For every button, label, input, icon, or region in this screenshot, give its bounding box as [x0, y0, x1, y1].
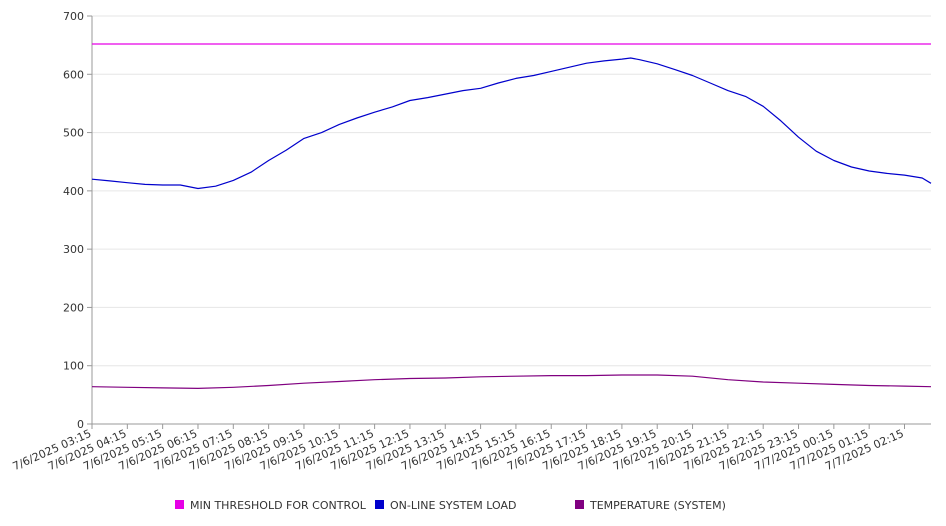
legend-swatch	[175, 500, 184, 509]
legend-label: MIN THRESHOLD FOR CONTROL	[190, 499, 367, 512]
series-line-temperature-system	[91, 374, 932, 389]
y-tick-label: 600	[63, 68, 84, 81]
y-tick-label: 100	[63, 360, 84, 373]
y-tick-label: 400	[63, 185, 84, 198]
y-tick-label: 500	[63, 127, 84, 140]
legend-label: ON-LINE SYSTEM LOAD	[390, 499, 516, 512]
y-tick-label: 200	[63, 301, 84, 314]
axis-layer: 0 100 200 300 400 500 600 700	[63, 10, 931, 431]
x-tick-labels: 7/6/2025 03:157/6/2025 04:157/6/2025 05:…	[11, 427, 906, 473]
legend-swatch	[375, 500, 384, 509]
y-tick-label: 300	[63, 243, 84, 256]
legend-swatch	[575, 500, 584, 509]
series-layer	[91, 43, 932, 389]
y-tick-label: 0	[77, 418, 84, 431]
y-tick-label: 700	[63, 10, 84, 23]
grid-layer	[92, 15, 931, 367]
legend: MIN THRESHOLD FOR CONTROL ON-LINE SYSTEM …	[175, 499, 726, 512]
series-line-on-line-system-load	[91, 57, 932, 190]
legend-label: TEMPERATURE (SYSTEM)	[589, 499, 726, 512]
